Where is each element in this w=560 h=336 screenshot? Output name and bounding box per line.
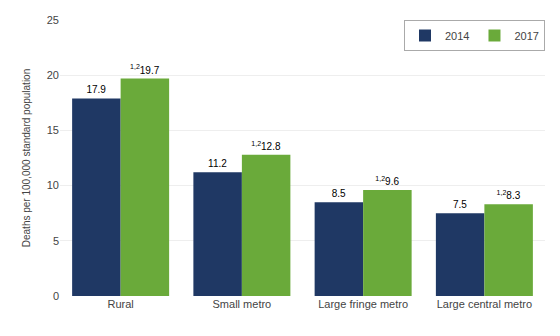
svg-text:​1,2​9.6: ​1,2​9.6 — [375, 175, 399, 187]
svg-text:​1,2​8.3: ​1,2​8.3 — [497, 189, 521, 201]
svg-text:Small metro: Small metro — [213, 298, 272, 310]
svg-text:2014: 2014 — [445, 30, 469, 42]
svg-text:15: 15 — [47, 124, 59, 136]
svg-text:7.5: 7.5 — [453, 199, 467, 210]
svg-text:17.9: 17.9 — [86, 84, 106, 95]
svg-text:Deaths per 100,000 standard po: Deaths per 100,000 standard population — [21, 69, 32, 247]
svg-text:11.2: 11.2 — [208, 158, 227, 169]
svg-text:10: 10 — [47, 179, 59, 191]
svg-text:5: 5 — [53, 235, 59, 247]
svg-text:8.5: 8.5 — [332, 188, 346, 199]
svg-text:Rural: Rural — [107, 298, 133, 310]
svg-text:​1,2​12.8: ​1,2​12.8 — [251, 139, 281, 151]
svg-text:​1,2​19.7: ​1,2​19.7 — [130, 63, 160, 75]
svg-text:25: 25 — [47, 14, 59, 26]
svg-text:Large central metro: Large central metro — [437, 298, 532, 310]
svg-text:2017: 2017 — [514, 30, 538, 42]
svg-text:20: 20 — [47, 69, 59, 81]
svg-text:0: 0 — [53, 290, 59, 302]
svg-text:Large fringe metro: Large fringe metro — [318, 298, 408, 310]
